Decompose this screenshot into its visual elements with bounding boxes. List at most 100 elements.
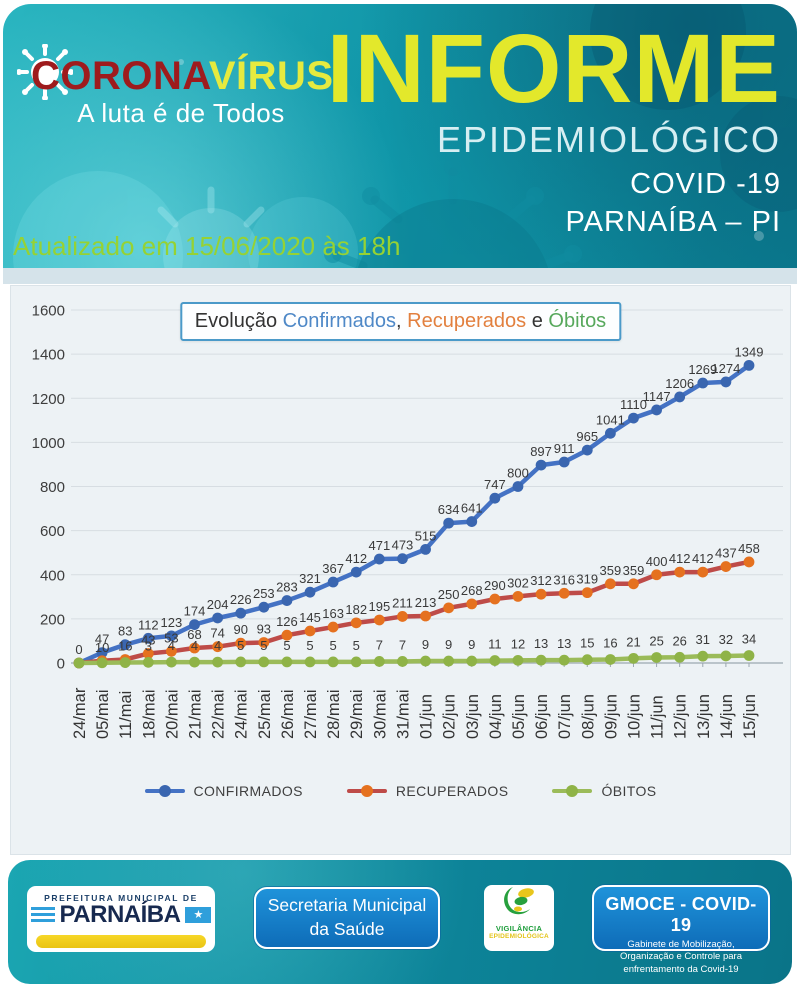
data-label: 204	[207, 597, 229, 612]
data-point	[535, 588, 547, 600]
data-point	[350, 566, 362, 578]
data-point	[166, 630, 177, 642]
data-label: 0	[75, 642, 82, 657]
data-point	[558, 456, 570, 468]
x-axis-label: 12/jun	[672, 694, 690, 739]
y-axis-label: 600	[40, 523, 65, 540]
data-point	[674, 391, 686, 403]
chart-legend: CONFIRMADOS RECUPERADOS ÓBITOS	[11, 783, 790, 799]
page-subtitle-city: PARNAÍBA – PI	[565, 206, 781, 238]
data-label: 5	[306, 638, 313, 653]
data-label: 319	[576, 572, 598, 587]
x-axis-label: 24/mai	[233, 689, 251, 739]
chart-title: Evolução Confirmados, Recuperados e Óbit…	[179, 302, 622, 341]
data-point	[281, 629, 293, 641]
chart-title-part: Evolução	[194, 310, 283, 332]
legend-item-confirmados: CONFIRMADOS	[144, 783, 303, 799]
data-label: 312	[530, 573, 552, 588]
data-point	[304, 625, 316, 637]
legend-label: RECUPERADOS	[395, 783, 509, 799]
coronavirus-logo: CORONAVÍRUS A luta é de Todos	[17, 44, 333, 129]
data-label: 1269	[688, 362, 717, 377]
data-label: 213	[415, 595, 437, 610]
data-label: 226	[230, 592, 252, 607]
data-label: 1274	[711, 361, 740, 376]
y-axis-label: 200	[40, 611, 65, 628]
data-label: 11	[488, 637, 502, 652]
data-label: 412	[692, 551, 714, 566]
data-point	[720, 650, 732, 662]
data-label: 4	[191, 638, 198, 653]
y-axis-label: 1000	[32, 435, 65, 452]
brand-part-corona: CORONA	[31, 54, 209, 98]
data-point	[628, 412, 639, 424]
x-axis-label: 18/mai	[140, 689, 158, 739]
data-point	[397, 656, 408, 667]
x-axis-label: 04/jun	[487, 694, 505, 739]
legend-label: ÓBITOS	[601, 783, 657, 799]
chart-title-part: ,	[396, 310, 408, 332]
data-point	[119, 657, 131, 668]
data-point	[235, 607, 247, 619]
data-label: 123	[161, 615, 183, 630]
data-point	[373, 656, 385, 667]
data-point	[304, 586, 316, 598]
data-point	[697, 377, 709, 389]
data-label: 250	[438, 587, 460, 602]
prefeitura-line1: PREFEITURA MUNICIPAL DE	[44, 893, 198, 903]
data-label: 283	[276, 580, 298, 595]
legend-marker-icon	[346, 785, 387, 797]
data-point	[420, 610, 431, 622]
data-point	[443, 655, 455, 667]
data-point	[142, 632, 154, 644]
data-label: 268	[461, 583, 483, 598]
data-label: 9	[422, 637, 429, 652]
data-label: 13	[557, 636, 571, 651]
data-point	[535, 459, 547, 471]
data-point	[373, 553, 385, 565]
data-label: 471	[368, 538, 390, 553]
data-label: 634	[438, 502, 460, 517]
evolution-chart: 0 200 400 600 800 1000 1200 1400 1600 24/mar 05/ma…	[32, 303, 783, 739]
prefeitura-logo: PREFEITURA MUNICIPAL DE PARNAÍBA ★	[27, 886, 215, 952]
data-label: 641	[461, 501, 483, 516]
data-point	[166, 645, 177, 657]
page-subtitle-covid: COVID -19	[630, 168, 781, 200]
secretaria-saude-badge: Secretaria Municipal da Saúde	[254, 887, 440, 949]
data-point	[420, 655, 431, 667]
y-axis-label: 800	[40, 479, 65, 496]
data-label: 800	[507, 466, 529, 481]
data-point	[697, 650, 709, 662]
data-point	[212, 641, 224, 653]
prefeitura-name: PARNAÍBA	[59, 901, 181, 928]
data-point	[189, 656, 200, 668]
data-point	[189, 642, 200, 654]
data-label: 83	[118, 624, 132, 639]
data-point	[166, 656, 177, 668]
data-point	[535, 654, 547, 666]
header: CORONAVÍRUS A luta é de Todos INFORME EP…	[3, 4, 797, 268]
x-axis-label: 31/mai	[394, 689, 412, 739]
data-point	[350, 617, 362, 629]
data-label: 1349	[735, 344, 764, 359]
chart-title-part: Confirmados	[282, 310, 397, 332]
data-point	[258, 601, 270, 613]
legend-dot-icon	[158, 785, 171, 797]
data-point	[235, 656, 247, 668]
data-point	[327, 656, 339, 668]
vigilancia-line1: VIGILÂNCIA	[495, 924, 543, 933]
data-label: 10	[95, 640, 109, 655]
data-point	[327, 576, 339, 588]
data-point	[558, 654, 570, 666]
data-point	[119, 639, 131, 651]
evolution-chart-card: 0 200 400 600 800 1000 1200 1400 1600 24/mar 05/ma…	[10, 285, 791, 855]
gmoce-subtitle: Gabinete de Mobilização, Organização e C…	[620, 939, 742, 975]
legend-marker-icon	[144, 785, 185, 797]
updated-timestamp: Atualizado em 15/06/2020 às 18h	[13, 231, 401, 261]
secretaria-line1: Secretaria Municipal	[267, 895, 427, 916]
data-label: 43	[141, 633, 155, 648]
x-axis-label: 09/jun	[602, 694, 620, 739]
data-label: 34	[742, 631, 756, 646]
data-label: 5	[330, 638, 337, 653]
